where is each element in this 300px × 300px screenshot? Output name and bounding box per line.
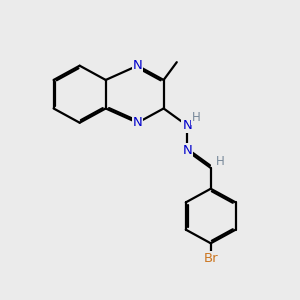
Text: N: N [182, 119, 192, 132]
Text: Br: Br [203, 252, 218, 265]
Text: N: N [133, 59, 142, 72]
Text: N: N [182, 144, 192, 158]
Text: N: N [133, 116, 142, 129]
Text: H: H [192, 111, 201, 124]
Text: H: H [216, 155, 225, 168]
